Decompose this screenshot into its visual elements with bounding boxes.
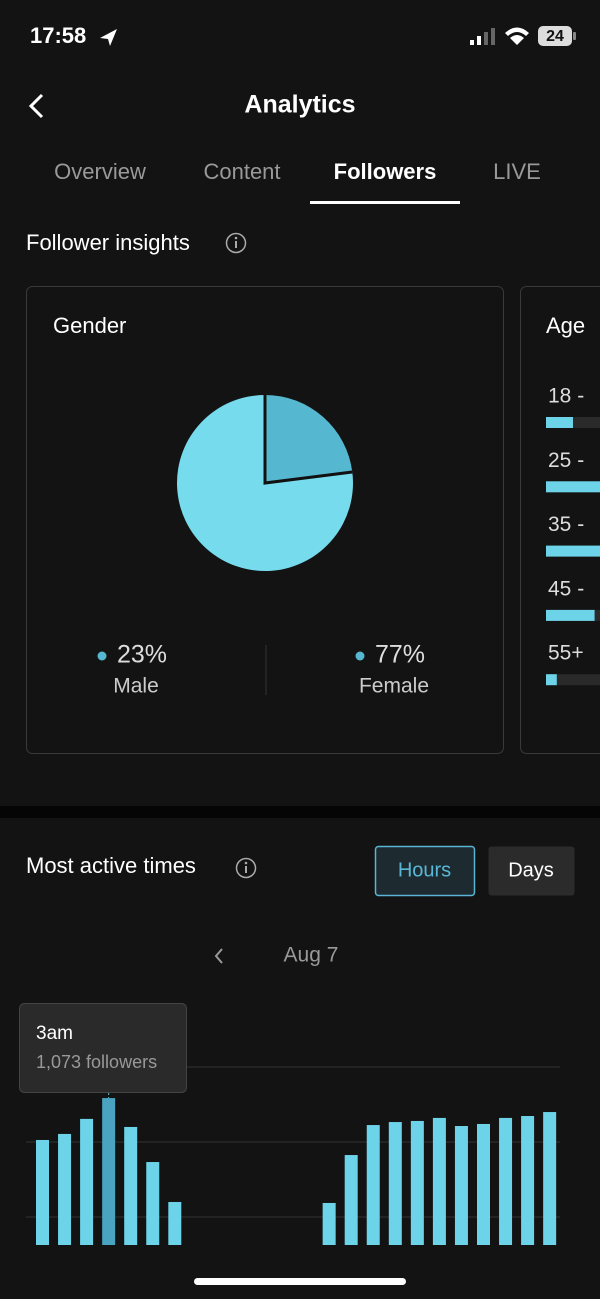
tab-indicator (310, 201, 460, 204)
hour-bar[interactable] (499, 1117, 513, 1245)
hour-bar[interactable] (454, 1126, 468, 1245)
hour-bar[interactable] (102, 1098, 116, 1245)
tab-bar: Overview Content Followers LIVE (54, 159, 541, 204)
wifi-icon (505, 27, 529, 45)
tooltip-text: 1,073 followers (36, 1052, 157, 1072)
section-title: Most active times (26, 853, 196, 878)
age-label: 18 - (548, 385, 584, 408)
hour-bar[interactable] (58, 1133, 72, 1245)
hour-bar[interactable] (543, 1112, 557, 1245)
time: 17:58 (30, 23, 86, 48)
hour-bars (36, 1093, 557, 1245)
age-label: 35 - (548, 513, 584, 536)
signal-icon (470, 28, 495, 45)
hour-bar[interactable] (521, 1116, 535, 1245)
age-label: 55+ (548, 642, 584, 665)
age-bar (546, 545, 600, 557)
hour-bar[interactable] (146, 1162, 160, 1245)
legend-dot (355, 651, 365, 661)
hour-bar[interactable] (366, 1125, 380, 1245)
legend-label: Female (359, 675, 429, 698)
hour-bar[interactable] (344, 1155, 358, 1245)
home-indicator (194, 1278, 406, 1285)
tab[interactable]: Content (203, 159, 280, 184)
age-track (546, 674, 600, 686)
hour-bar[interactable] (322, 1202, 336, 1245)
tab[interactable]: Followers (334, 159, 437, 184)
section-title: Follower insights (26, 230, 190, 255)
toggle-label[interactable]: Hours (398, 859, 451, 881)
card-title: Age (546, 313, 585, 338)
age-bar (546, 609, 595, 621)
toggle-label[interactable]: Days (508, 859, 554, 881)
hour-bar[interactable] (36, 1139, 49, 1245)
age-chart: 18 - 25 - 35 - 45 - 55+ (546, 385, 600, 686)
info-icon[interactable] (235, 857, 257, 879)
age-label: 25 - (548, 449, 584, 472)
pie-slice (265, 395, 353, 483)
toggle-button[interactable] (374, 845, 476, 897)
hour-bar[interactable] (388, 1122, 402, 1245)
battery-level: 24 (546, 28, 564, 45)
prev-date-button[interactable] (214, 948, 223, 964)
hour-bar[interactable] (168, 1202, 182, 1245)
battery-icon (538, 26, 572, 46)
legend-value: 23% (117, 641, 167, 669)
slice-outline (263, 395, 353, 485)
battery-cap (573, 32, 576, 40)
legend-label: Male (113, 675, 159, 698)
date-label: Aug 7 (284, 944, 339, 967)
tooltip: 3am 1,073 followers (19, 1003, 187, 1093)
info-icon[interactable] (225, 232, 247, 254)
hour-bar[interactable] (124, 1126, 138, 1245)
age-bar (546, 481, 600, 493)
age-bar (546, 417, 573, 428)
hour-bar[interactable] (477, 1123, 490, 1245)
hour-bar[interactable] (432, 1117, 446, 1245)
tab[interactable]: LIVE (493, 159, 541, 184)
tooltip-label: 3am (36, 1023, 73, 1044)
age-bar (546, 674, 557, 686)
age-card (520, 286, 600, 754)
location-icon (100, 29, 117, 46)
toggle-button[interactable] (488, 846, 575, 896)
hour-bar[interactable] (80, 1118, 94, 1245)
age-label: 45 - (548, 577, 584, 600)
legend-dot (97, 651, 107, 661)
toggle-group: Hours Days (374, 845, 575, 897)
back-button[interactable] (28, 93, 44, 119)
section-separator (0, 806, 600, 818)
tab[interactable]: Overview (54, 159, 146, 184)
hour-bar[interactable] (410, 1120, 424, 1245)
legend-value: 77% (375, 641, 425, 669)
page-title: Analytics (244, 91, 355, 119)
pie-chart: 23% Male 77% Female (97, 395, 429, 698)
card-title: Gender (53, 313, 126, 338)
